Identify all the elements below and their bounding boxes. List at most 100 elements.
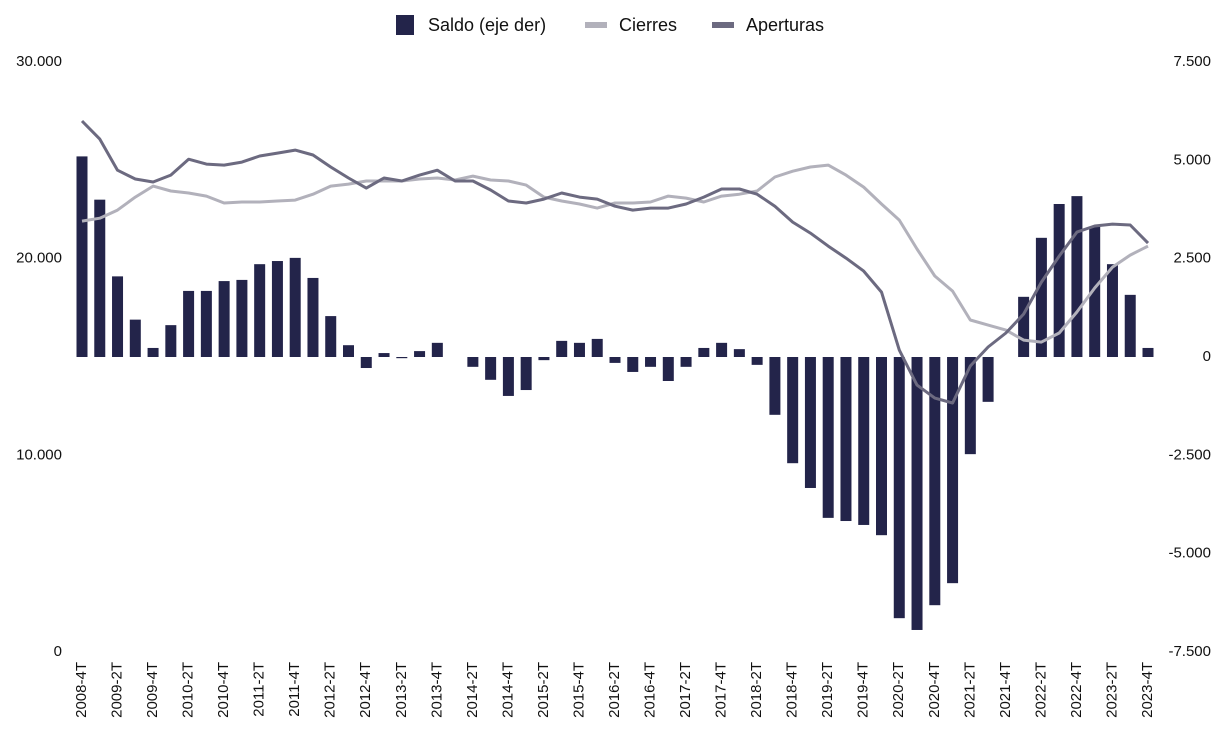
y2-tick-label: -5.000 (1168, 545, 1211, 562)
legend-swatch (585, 22, 607, 28)
bar (769, 357, 781, 415)
bar (911, 357, 923, 630)
bar (343, 345, 354, 357)
x-tick-label: 2011-2T (251, 662, 268, 717)
y-tick-label: 20.000 (16, 250, 62, 267)
y-tick-label: 0 (54, 643, 62, 660)
legend-label: Aperturas (746, 15, 824, 35)
x-tick-label: 2010-2T (180, 662, 197, 718)
bar (929, 357, 941, 606)
bar (947, 357, 959, 584)
x-tick-label: 2018-4T (784, 662, 801, 718)
bar (964, 357, 976, 455)
bar (556, 340, 568, 357)
bar (1142, 347, 1154, 357)
bar (609, 357, 621, 363)
x-tick-label: 2017-2T (677, 662, 694, 718)
bar (716, 342, 728, 357)
y2-tick-label: 7.500 (1173, 53, 1211, 70)
x-tick-label: 2012-4T (357, 662, 374, 718)
y2-tick-label: 2.500 (1173, 250, 1211, 267)
x-tick-label: 2021-2T (961, 662, 978, 718)
x-tick-label: 2013-4T (428, 662, 445, 718)
x-tick-label: 2021-4T (997, 662, 1014, 718)
x-tick-label: 2016-2T (606, 662, 623, 718)
bar (645, 357, 657, 367)
bar (396, 357, 408, 359)
y2-tick-label: -7.500 (1168, 643, 1211, 660)
bar (573, 342, 585, 357)
x-tick-label: 2010-4T (215, 662, 232, 718)
bar (1106, 264, 1118, 357)
y-tick-label: 30.000 (16, 53, 62, 70)
legend-label: Saldo (eje der) (428, 15, 546, 35)
bar (147, 347, 159, 357)
x-tick-label: 2023-4T (1139, 662, 1156, 718)
bar (254, 264, 266, 357)
bar (414, 351, 426, 357)
x-tick-label: 2015-2T (535, 662, 552, 718)
x-tick-label: 2012-2T (322, 662, 339, 718)
bar (1053, 203, 1065, 357)
x-tick-label: 2019-2T (819, 662, 836, 718)
bar (804, 357, 816, 488)
bar (751, 357, 763, 365)
bar (236, 279, 248, 357)
bar (680, 357, 692, 367)
y2-tick-label: -2.500 (1168, 446, 1211, 463)
bar (591, 338, 603, 357)
bar (165, 325, 177, 357)
x-tick-label: 2013-2T (393, 662, 410, 718)
bar (698, 347, 710, 357)
bar (200, 290, 212, 357)
bar (520, 357, 532, 391)
x-tick-label: 2017-4T (713, 662, 730, 718)
x-tick-label: 2018-2T (748, 662, 765, 718)
legend-swatch (396, 15, 414, 35)
line (80, 119, 1150, 405)
bar (1071, 196, 1083, 357)
bar (502, 357, 514, 396)
bar (876, 357, 887, 536)
bar (289, 257, 301, 357)
y2-tick-label: 5.000 (1173, 151, 1211, 168)
bar (485, 357, 497, 380)
x-tick-label: 2009-4T (144, 662, 161, 718)
line (81, 163, 1149, 344)
x-tick-label: 2019-4T (855, 662, 872, 718)
y2-tick-label: 0 (1203, 348, 1211, 365)
x-tick-label: 2009-2T (109, 662, 126, 718)
bar (858, 357, 870, 525)
bar (325, 316, 337, 357)
bar (183, 290, 195, 357)
bar (1035, 237, 1047, 357)
bar (840, 357, 852, 522)
x-tick-label: 2022-4T (1068, 662, 1085, 718)
bar (822, 357, 834, 518)
bar (378, 353, 390, 357)
x-tick-label: 2014-4T (499, 662, 516, 718)
x-tick-label: 2008-4T (73, 662, 90, 718)
bar (76, 156, 88, 357)
bar (627, 357, 639, 372)
y-tick-label: 10.000 (16, 446, 62, 463)
x-tick-label: 2015-4T (570, 662, 587, 718)
bar (538, 357, 550, 361)
bar (1089, 226, 1101, 357)
bar (1124, 294, 1136, 357)
x-tick-label: 2020-4T (926, 662, 943, 718)
bar (112, 276, 124, 357)
bar (1018, 296, 1030, 357)
bar (129, 319, 141, 357)
legend-swatch (712, 22, 734, 28)
bar (893, 357, 905, 619)
bar (271, 261, 283, 357)
x-tick-label: 2023-2T (1103, 662, 1120, 718)
x-tick-label: 2016-4T (642, 662, 659, 718)
x-tick-label: 2020-2T (890, 662, 907, 718)
x-tick-label: 2022-2T (1032, 662, 1049, 718)
x-tick-label: 2014-2T (464, 662, 481, 718)
bar (218, 281, 230, 357)
bar (733, 349, 745, 357)
